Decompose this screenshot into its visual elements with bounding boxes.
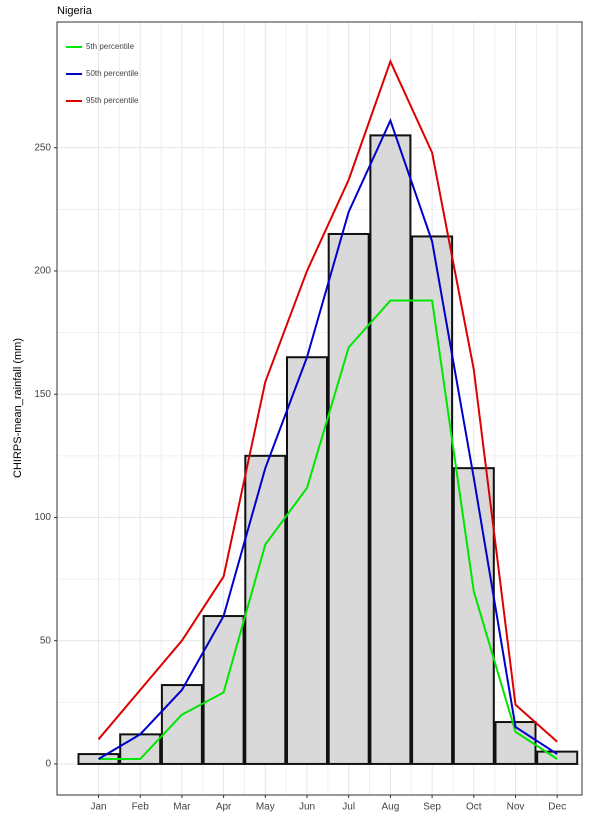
y-tick-label: 150 bbox=[34, 389, 51, 400]
x-tick-label: May bbox=[256, 802, 275, 813]
y-tick-label: 100 bbox=[34, 512, 51, 523]
bar bbox=[286, 356, 328, 765]
bar bbox=[452, 467, 495, 765]
x-tick-label: Apr bbox=[216, 802, 232, 813]
y-tick-label: 50 bbox=[40, 635, 52, 646]
bar bbox=[160, 684, 203, 765]
bar bbox=[536, 750, 579, 765]
x-tick-label: Aug bbox=[382, 802, 400, 813]
legend-label: 50th percentile bbox=[86, 69, 139, 78]
x-tick-label: Nov bbox=[507, 802, 525, 813]
y-tick-label: 0 bbox=[45, 759, 51, 770]
bar bbox=[327, 232, 370, 765]
series-line bbox=[97, 58, 558, 743]
series-line bbox=[97, 117, 558, 760]
bar bbox=[494, 721, 537, 765]
y-axis-label: CHIRPS-mean_rainfall (mm) bbox=[12, 338, 24, 478]
x-tick-label: Jan bbox=[90, 802, 106, 813]
y-tick-label: 250 bbox=[34, 142, 51, 153]
x-tick-label: Mar bbox=[173, 802, 191, 813]
x-tick-label: Jul bbox=[342, 802, 355, 813]
legend-label: 95th percentile bbox=[86, 96, 139, 105]
x-tick-label: Oct bbox=[466, 802, 482, 813]
series-line bbox=[98, 299, 558, 761]
x-tick-label: Jun bbox=[299, 802, 315, 813]
x-tick-label: Feb bbox=[132, 802, 150, 813]
plot-border bbox=[56, 21, 583, 796]
legend-label: 5th percentile bbox=[86, 42, 135, 51]
x-tick-label: Dec bbox=[548, 802, 566, 813]
bar bbox=[411, 235, 454, 765]
bar bbox=[244, 454, 287, 765]
bar bbox=[369, 134, 412, 765]
y-tick-label: 200 bbox=[34, 266, 51, 277]
chart-title: Nigeria bbox=[57, 5, 93, 17]
x-tick-label: Sep bbox=[423, 802, 441, 813]
